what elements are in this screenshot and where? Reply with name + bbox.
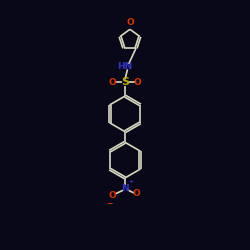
Text: S: S xyxy=(121,78,129,88)
Text: O: O xyxy=(109,191,116,200)
Text: +: + xyxy=(128,179,134,184)
Text: O: O xyxy=(126,18,134,27)
Text: O: O xyxy=(132,189,140,198)
Text: HN: HN xyxy=(118,62,132,72)
Text: O: O xyxy=(108,78,116,87)
Text: O: O xyxy=(134,78,142,87)
Text: −: − xyxy=(106,199,112,208)
Text: N: N xyxy=(121,184,129,193)
